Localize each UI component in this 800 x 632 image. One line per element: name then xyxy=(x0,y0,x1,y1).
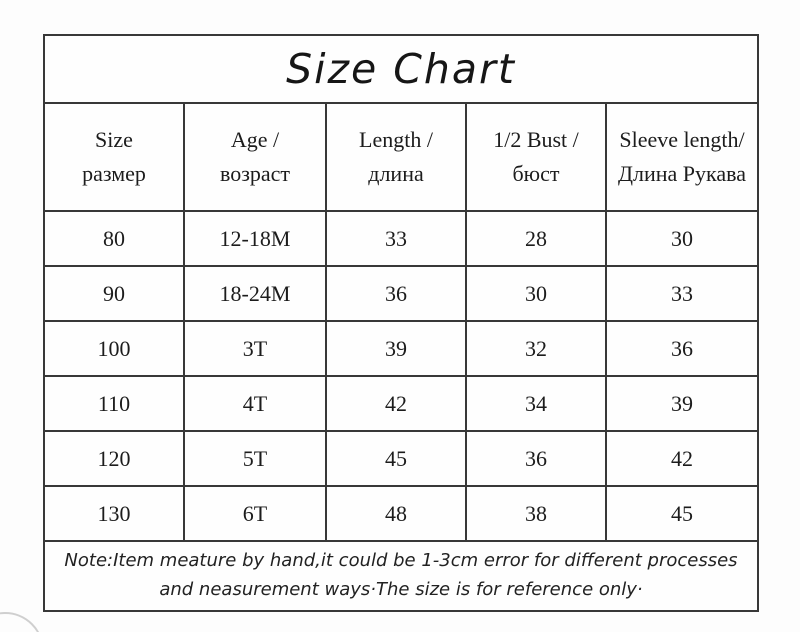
table-cell: 36 xyxy=(325,265,467,322)
note-row: Note:Item meature by hand,it could be 1-… xyxy=(43,540,759,612)
column-header-bust-ru: бюст xyxy=(512,161,560,186)
table-row-size-80: 80 12-18M 33 28 30 xyxy=(43,210,759,267)
table-cell: 45 xyxy=(325,430,467,487)
table-cell: 6T xyxy=(183,485,327,542)
column-header-bust-en: 1/2 Bust / xyxy=(493,126,579,152)
column-header-bust: 1/2 Bust / бюст xyxy=(465,102,607,212)
table-cell: 33 xyxy=(325,210,467,267)
table-cell: 110 xyxy=(43,375,185,432)
watermark-arc xyxy=(0,612,44,632)
page-title: Size Chart xyxy=(43,34,759,104)
title-row: Size Chart xyxy=(43,34,759,104)
table-cell: 34 xyxy=(465,375,607,432)
column-header-sleeve: Sleeve length/ Длина Рукава xyxy=(605,102,759,212)
column-header-age-en: Age / xyxy=(230,126,280,152)
table-cell: 3T xyxy=(183,320,327,377)
column-header-size-ru: размер xyxy=(82,161,146,186)
table-cell: 33 xyxy=(605,265,759,322)
note-text: Note:Item meature by hand,it could be 1-… xyxy=(43,540,759,612)
table-cell: 42 xyxy=(325,375,467,432)
table-cell: 36 xyxy=(465,430,607,487)
column-header-sleeve-en: Sleeve length/ xyxy=(619,126,745,152)
table-cell: 130 xyxy=(43,485,185,542)
table-cell: 120 xyxy=(43,430,185,487)
table-cell: 28 xyxy=(465,210,607,267)
column-header-length: Length / длина xyxy=(325,102,467,212)
table-cell: 39 xyxy=(605,375,759,432)
header-row: Size размер Age / возраст Length / длина… xyxy=(43,102,759,212)
table-cell: 5T xyxy=(183,430,327,487)
size-chart-table: Size Chart Size размер Age / возраст Len… xyxy=(43,34,759,612)
table-row-size-90: 90 18-24M 36 30 33 xyxy=(43,265,759,322)
table-cell: 100 xyxy=(43,320,185,377)
column-header-length-ru: длина xyxy=(368,161,424,186)
table-row-size-120: 120 5T 45 36 42 xyxy=(43,430,759,487)
column-header-age-ru: возраст xyxy=(219,161,291,186)
column-header-length-en: Length / xyxy=(359,126,433,152)
table-row-size-110: 110 4T 42 34 39 xyxy=(43,375,759,432)
table-cell: 38 xyxy=(465,485,607,542)
column-header-size-en: Size xyxy=(95,126,133,152)
table-row-size-100: 100 3T 39 32 36 xyxy=(43,320,759,377)
table-cell: 18-24M xyxy=(183,265,327,322)
note-line-1: Note:Item meature by hand,it could be 1-… xyxy=(64,550,738,572)
note-line-2: and neasurement ways·The size is for ref… xyxy=(159,579,643,600)
table-cell: 32 xyxy=(465,320,607,377)
table-cell: 80 xyxy=(43,210,185,267)
table-cell: 48 xyxy=(325,485,467,542)
table-cell: 42 xyxy=(605,430,759,487)
table-cell: 90 xyxy=(43,265,185,322)
table-row-size-130: 130 6T 48 38 45 xyxy=(43,485,759,542)
table-cell: 12-18M xyxy=(183,210,327,267)
column-header-age: Age / возраст xyxy=(183,102,327,212)
table-cell: 30 xyxy=(605,210,759,267)
table-cell: 45 xyxy=(605,485,759,542)
table-cell: 30 xyxy=(465,265,607,322)
table-cell: 4T xyxy=(183,375,327,432)
table-cell: 36 xyxy=(605,320,759,377)
column-header-sleeve-ru: Длина Рукава xyxy=(617,161,746,186)
column-header-size: Size размер xyxy=(43,102,185,212)
table-cell: 39 xyxy=(325,320,467,377)
